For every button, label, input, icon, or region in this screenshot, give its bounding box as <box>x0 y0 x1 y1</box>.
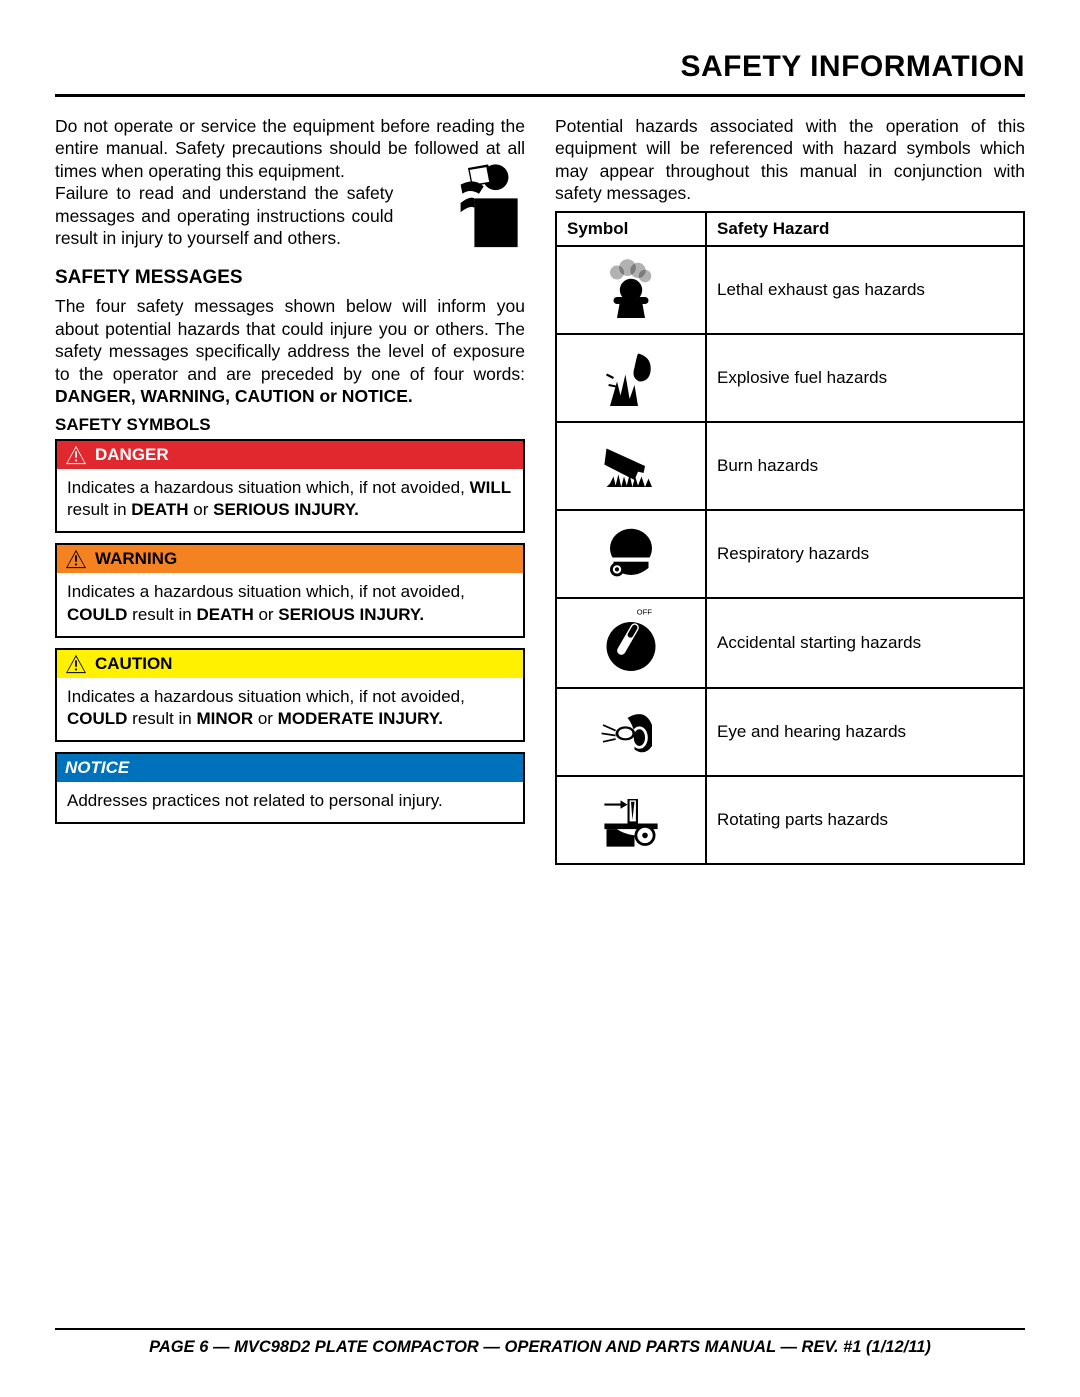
title-rule <box>55 94 1025 97</box>
intro-para-2: Failure to read and understand the safet… <box>55 182 393 249</box>
hazard-row: Eye and hearing hazards <box>556 688 1024 776</box>
hazard-label: Respiratory hazards <box>706 510 1024 598</box>
caution-b1: COULD <box>67 709 127 728</box>
danger-pre: Indicates a hazardous situation which, i… <box>67 478 470 497</box>
alert-triangle-icon <box>65 549 87 569</box>
right-column: Potential hazards associated with the op… <box>555 115 1025 865</box>
alert-triangle-icon <box>65 445 87 465</box>
danger-label: DANGER <box>95 445 169 465</box>
danger-m1: result in <box>67 500 131 519</box>
warning-m1: result in <box>127 605 196 624</box>
hazard-label: Eye and hearing hazards <box>706 688 1024 776</box>
burn-icon <box>556 422 706 510</box>
intro-block: Do not operate or service the equipment … <box>55 115 525 249</box>
warning-pre: Indicates a hazardous situation which, i… <box>67 582 465 601</box>
danger-b3: SERIOUS INJURY. <box>213 500 359 519</box>
hazard-row: Lethal exhaust gas hazards <box>556 246 1024 334</box>
caution-m2: or <box>253 709 278 728</box>
warning-b1: COULD <box>67 605 127 624</box>
hazard-row: Respiratory hazards <box>556 510 1024 598</box>
caution-m1: result in <box>127 709 196 728</box>
alert-triangle-icon <box>65 654 87 674</box>
notice-label: NOTICE <box>65 758 129 778</box>
exhaust-icon <box>556 246 706 334</box>
hazard-label: Accidental starting hazards <box>706 598 1024 688</box>
col-symbol: Symbol <box>556 212 706 246</box>
warning-m2: or <box>254 605 279 624</box>
notice-header: NOTICE <box>57 754 523 782</box>
page-footer: PAGE 6 — MVC98D2 PLATE COMPACTOR — OPERA… <box>55 1328 1025 1357</box>
hazard-row: Rotating parts hazards <box>556 776 1024 864</box>
content-columns: Do not operate or service the equipment … <box>55 115 1025 865</box>
warning-body: Indicates a hazardous situation which, i… <box>57 573 523 635</box>
warning-b3: SERIOUS INJURY. <box>278 605 424 624</box>
safety-messages-words: DANGER, WARNING, CAUTION or NOTICE. <box>55 386 413 406</box>
caution-b3: MODERATE INJURY. <box>278 709 443 728</box>
warning-label: WARNING <box>95 549 177 569</box>
safety-messages-para: The four safety messages shown below wil… <box>55 295 525 407</box>
danger-header: DANGER <box>57 441 523 469</box>
notice-box: NOTICE Addresses practices not related t… <box>55 752 525 824</box>
caution-b2: MINOR <box>196 709 253 728</box>
warning-box: WARNING Indicates a hazardous situation … <box>55 543 525 637</box>
danger-b1: WILL <box>470 478 512 497</box>
respiratory-icon <box>556 510 706 598</box>
hazard-label: Explosive fuel hazards <box>706 334 1024 422</box>
danger-b2: DEATH <box>131 500 188 519</box>
safety-messages-text: The four safety messages shown below wil… <box>55 296 525 383</box>
hazard-row: Explosive fuel hazards <box>556 334 1024 422</box>
notice-body: Addresses practices not related to perso… <box>57 782 523 822</box>
eye-hearing-icon <box>556 688 706 776</box>
warning-header: WARNING <box>57 545 523 573</box>
read-manual-icon <box>433 157 525 249</box>
safety-symbols-heading: SAFETY SYMBOLS <box>55 415 525 435</box>
off-label: OFF <box>637 607 653 616</box>
hazard-label: Rotating parts hazards <box>706 776 1024 864</box>
hazard-row: Burn hazards <box>556 422 1024 510</box>
caution-label: CAUTION <box>95 654 172 674</box>
danger-m2: or <box>189 500 214 519</box>
caution-pre: Indicates a hazardous situation which, i… <box>67 687 465 706</box>
footer-rule <box>55 1328 1025 1330</box>
danger-box: DANGER Indicates a hazardous situation w… <box>55 439 525 533</box>
hazard-row: OFF Accidental starting hazards <box>556 598 1024 688</box>
safety-messages-heading: SAFETY MESSAGES <box>55 267 525 289</box>
hazards-intro: Potential hazards associated with the op… <box>555 115 1025 205</box>
footer-text: PAGE 6 — MVC98D2 PLATE COMPACTOR — OPERA… <box>55 1338 1025 1357</box>
page-title: SAFETY INFORMATION <box>55 50 1025 84</box>
left-column: Do not operate or service the equipment … <box>55 115 525 865</box>
hazard-label: Lethal exhaust gas hazards <box>706 246 1024 334</box>
hazard-label: Burn hazards <box>706 422 1024 510</box>
hazard-table: Symbol Safety Hazard <box>555 211 1025 865</box>
accidental-start-icon: OFF <box>556 598 706 688</box>
rotating-icon <box>556 776 706 864</box>
hazard-table-header-row: Symbol Safety Hazard <box>556 212 1024 246</box>
caution-header: CAUTION <box>57 650 523 678</box>
warning-b2: DEATH <box>196 605 253 624</box>
caution-body: Indicates a hazardous situation which, i… <box>57 678 523 740</box>
col-hazard: Safety Hazard <box>706 212 1024 246</box>
danger-body: Indicates a hazardous situation which, i… <box>57 469 523 531</box>
explosive-icon <box>556 334 706 422</box>
caution-box: CAUTION Indicates a hazardous situation … <box>55 648 525 742</box>
